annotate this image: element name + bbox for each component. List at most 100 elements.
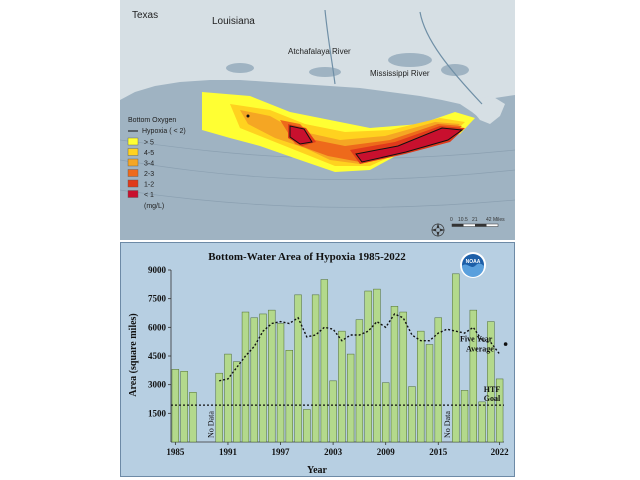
bar-1986 — [180, 371, 188, 443]
bar-2022 — [495, 378, 504, 443]
noaa-logo: NOAA — [460, 252, 486, 278]
htf-goal-label: HTF — [484, 385, 501, 394]
five-year-average-line — [219, 313, 501, 382]
map-label-atchafalaya-river: Atchafalaya River — [288, 47, 351, 56]
bar-2019 — [469, 309, 477, 443]
coast-land — [120, 0, 515, 120]
bar-1997 — [276, 323, 285, 443]
legend-class-label: > 5 — [144, 140, 154, 147]
legend-swatch — [127, 179, 139, 188]
oxygen-zone-lt1 — [289, 125, 464, 163]
sample-station-marker — [246, 114, 250, 118]
no-data-label: No Data — [206, 411, 215, 438]
scale-tick-0: 0 — [450, 217, 453, 223]
bar-1987 — [189, 392, 197, 443]
five-year-average-marker — [503, 342, 508, 346]
hypoxia-map: Texas Louisiana Atchafalaya River Missis… — [120, 0, 515, 240]
oxygen-zone-4-5 — [230, 104, 465, 166]
mississippi-river-line — [419, 11, 483, 105]
lake — [226, 63, 254, 73]
x-tick-label: 1997 — [272, 447, 291, 457]
bar-2007 — [364, 290, 372, 443]
x-tick-label: 1985 — [166, 447, 185, 457]
scale-tick-1: 10.5 — [458, 217, 468, 223]
bar-2011 — [399, 311, 407, 443]
atchafalaya-river-line — [324, 9, 336, 85]
lake — [309, 67, 341, 77]
bar-2018 — [460, 390, 469, 443]
chart-title: Bottom-Water Area of Hypoxia 1985-2022 — [208, 251, 406, 263]
delta-land — [470, 96, 505, 124]
compass-rose-icon — [431, 223, 445, 237]
depth-contour — [120, 139, 515, 159]
no-data-label: No Data — [443, 411, 452, 438]
hypoxia-bar-chart: Bottom-Water Area of Hypoxia 1985-2022 A… — [128, 251, 509, 476]
y-axis-label: Area (square miles) — [128, 313, 139, 397]
bar-1992 — [233, 361, 241, 443]
legend-swatch — [127, 169, 139, 177]
legend-class-label: < 1 — [144, 192, 154, 199]
hypoxia-chart-panel: Bottom-Water Area of Hypoxia 1985-2022 A… — [120, 242, 515, 477]
map-label-louisiana: Louisiana — [212, 16, 255, 27]
oxygen-zone-1-2 — [288, 124, 465, 164]
x-tick-label: 2015 — [429, 447, 448, 457]
y-tick-label: 3000 — [148, 380, 167, 390]
bar-1994 — [250, 317, 258, 443]
lake — [388, 53, 432, 67]
map-legend: Bottom Oxygen Hypoxia ( < 2) > 5 4-5 3-4 2-… — [127, 117, 186, 210]
map-label-texas: Texas — [132, 10, 158, 21]
bar-2010 — [390, 306, 399, 443]
x-tick-label: 1991 — [219, 447, 238, 457]
scale-tick-3: 42 Miles — [486, 217, 505, 223]
bar-2001 — [311, 294, 320, 443]
legend-swatch — [127, 158, 139, 167]
legend-hypoxia-label: Hypoxia ( < 2) — [142, 128, 186, 135]
oxygen-zone-2-3 — [280, 120, 462, 162]
bar-1996 — [268, 309, 276, 443]
bar-1991 — [224, 353, 232, 443]
bar-2003 — [329, 380, 337, 443]
legend-class-label: 3-4 — [144, 161, 154, 168]
bar-2014 — [425, 344, 434, 443]
y-tick-label: 1500 — [148, 408, 167, 418]
legend-swatch — [127, 148, 139, 156]
y-tick-label: 9000 — [148, 265, 167, 275]
five-year-average-label: Average — [466, 344, 494, 353]
bar-2000 — [303, 409, 311, 443]
bar-2008 — [373, 288, 381, 443]
depth-contour — [120, 159, 515, 180]
bar-2017 — [452, 273, 460, 443]
scale-tick-2: 21 — [472, 217, 478, 223]
legend-class-label: 1-2 — [144, 182, 154, 189]
bar-1995 — [259, 313, 267, 443]
htf-goal-label: Goal — [484, 394, 501, 403]
legend-unit: (mg/L) — [144, 203, 164, 210]
bar-1998 — [285, 350, 293, 443]
noaa-logo-text: NOAA — [466, 259, 481, 265]
legend-swatch — [127, 137, 139, 146]
legend-title: Bottom Oxygen — [128, 117, 176, 124]
y-tick-label: 7500 — [148, 294, 167, 304]
bar-2020 — [478, 401, 486, 443]
bar-2015 — [434, 317, 442, 443]
lake — [441, 64, 469, 76]
x-tick-label: 2009 — [377, 447, 396, 457]
legend-swatch — [127, 190, 139, 198]
bar-1993 — [241, 311, 250, 443]
legend-class-label: 2-3 — [144, 171, 154, 178]
bar-2012 — [408, 386, 416, 443]
bar-2005 — [346, 353, 355, 443]
x-axis-label: Year — [307, 465, 328, 476]
legend-class-label: 4-5 — [144, 150, 154, 157]
bar-2004 — [338, 330, 346, 443]
bar-2013 — [417, 330, 425, 443]
y-tick-label: 6000 — [148, 322, 167, 332]
bar-2009 — [382, 382, 390, 443]
bar-1999 — [294, 294, 302, 443]
x-tick-label: 2003 — [324, 447, 343, 457]
five-year-average-label: Five Year — [460, 334, 493, 343]
bar-2021 — [487, 321, 495, 443]
bar-1990 — [215, 372, 223, 443]
scale-bar: 0 10.5 21 42 Miles — [450, 217, 505, 227]
bar-2006 — [355, 319, 364, 443]
